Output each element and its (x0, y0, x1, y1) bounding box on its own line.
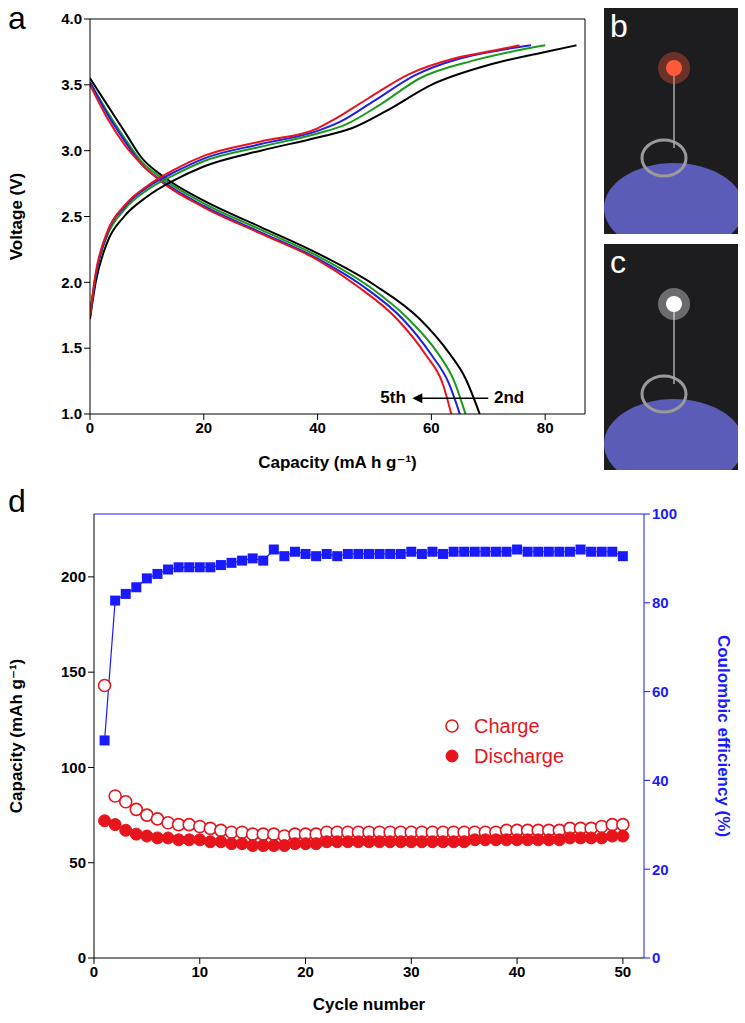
svg-text:Coulombic efficiency (%): Coulombic efficiency (%) (714, 635, 733, 837)
svg-text:150: 150 (61, 663, 86, 680)
svg-text:4.0: 4.0 (61, 10, 82, 27)
svg-text:2.0: 2.0 (61, 274, 82, 291)
svg-text:30: 30 (403, 963, 420, 980)
html-text:b: b (610, 8, 628, 44)
svg-text:Capacity (mA h g⁻¹): Capacity (mA h g⁻¹) (258, 453, 417, 472)
svg-text:60: 60 (423, 419, 440, 436)
svg-text:200: 200 (61, 568, 86, 585)
svg-text:3.5: 3.5 (61, 76, 82, 93)
svg-text:60: 60 (652, 683, 669, 700)
html-text:d: d (8, 483, 26, 519)
svg-text:20: 20 (652, 861, 669, 878)
svg-text:2.5: 2.5 (61, 208, 82, 225)
svg-text:50: 50 (615, 963, 632, 980)
svg-text:0: 0 (652, 949, 660, 966)
html-text:c: c (610, 244, 626, 280)
svg-text:20: 20 (195, 419, 212, 436)
svg-text:100: 100 (61, 759, 86, 776)
svg-text:2nd: 2nd (494, 388, 524, 407)
svg-text:Voltage (V): Voltage (V) (7, 173, 26, 261)
svg-text:0: 0 (90, 963, 98, 980)
svg-text:5th: 5th (380, 388, 406, 407)
svg-text:10: 10 (191, 963, 208, 980)
svg-text:1.0: 1.0 (61, 405, 82, 422)
svg-text:80: 80 (537, 419, 554, 436)
svg-text:40: 40 (509, 963, 526, 980)
svg-text:Capacity (mAh g⁻¹): Capacity (mAh g⁻¹) (7, 659, 26, 813)
svg-text:1.5: 1.5 (61, 339, 82, 356)
html-text:Discharge: Discharge (474, 744, 564, 767)
svg-text:Cycle number: Cycle number (313, 995, 426, 1014)
svg-text:40: 40 (652, 772, 669, 789)
html-text:a: a (8, 0, 26, 36)
svg-text:20: 20 (297, 963, 314, 980)
svg-text:100: 100 (652, 505, 677, 522)
svg-text:80: 80 (652, 594, 669, 611)
svg-text:0: 0 (78, 949, 86, 966)
svg-text:0: 0 (86, 419, 94, 436)
svg-text:40: 40 (309, 419, 326, 436)
svg-text:50: 50 (69, 854, 86, 871)
svg-text:3.0: 3.0 (61, 142, 82, 159)
html-text:Charge: Charge (474, 714, 540, 737)
